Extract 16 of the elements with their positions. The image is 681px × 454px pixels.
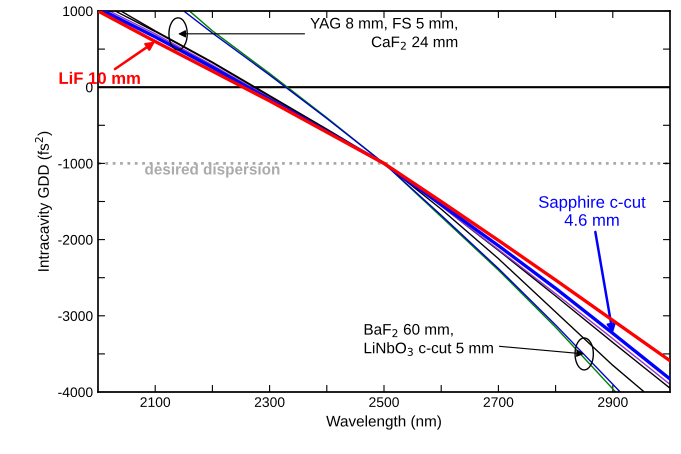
y-tick-label: -1000	[58, 158, 93, 169]
text: Sapphire c-cut 4.6 mm	[538, 196, 646, 226]
y-tick-label: 1000	[63, 6, 93, 16]
x-tick-label: 2500	[369, 397, 399, 408]
y-tick-label: -4000	[58, 387, 93, 398]
x-tick-label: 2300	[254, 397, 285, 408]
x-tick-label: 2700	[484, 397, 514, 408]
y-tick-label: -3000	[58, 311, 93, 321]
ref-line-label: desired dispersion	[145, 163, 280, 178]
annotation: BaF$_{2}$ 60 mm, LiNbO$_{3}$ c-cut 5 mm	[364, 324, 493, 356]
x-tick-label: 2900	[598, 397, 628, 408]
y-axis-title: Intracavity GDD (fs$^{2}$)	[34, 132, 52, 271]
x-axis-title: Wavelength (nm)	[326, 415, 441, 430]
annotation: YAG 8 mm, FS 5 mm, CaF$_{2}$ 24 mm	[310, 18, 458, 50]
y-tick-label: -2000	[58, 234, 93, 245]
x-tick-label: 2100	[140, 397, 170, 408]
